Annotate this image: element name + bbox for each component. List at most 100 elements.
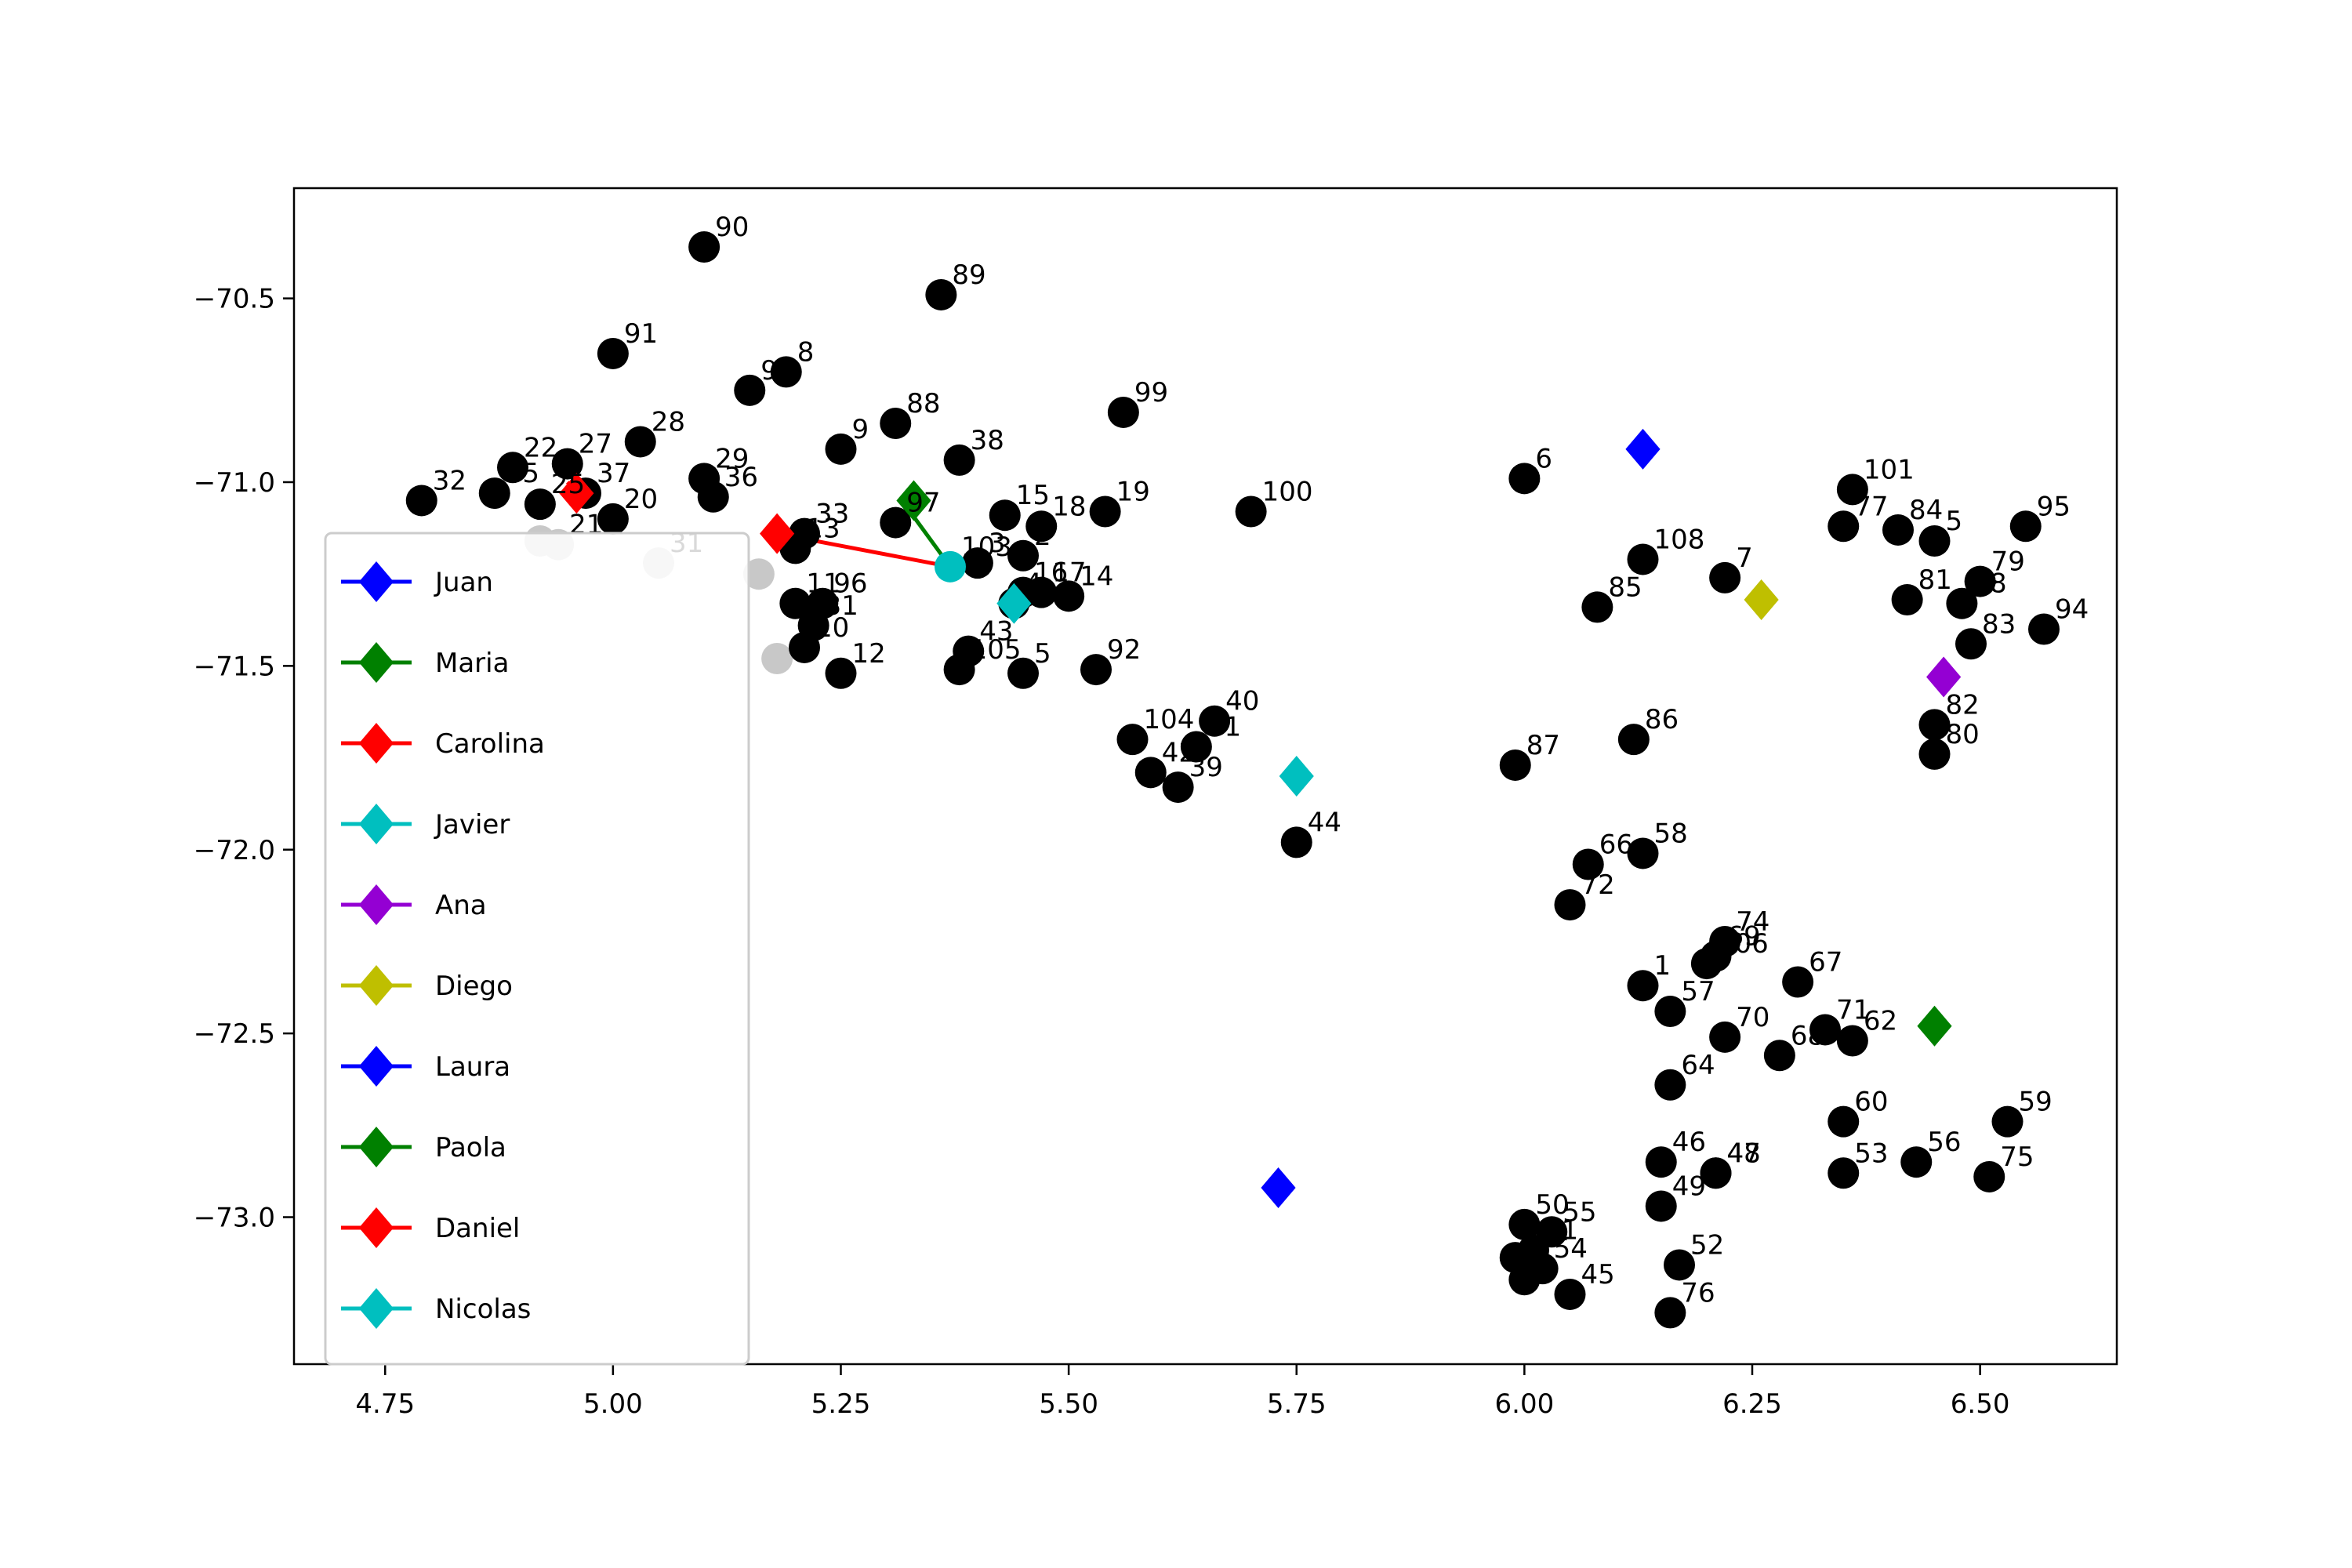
point-label-77: 68 [1791, 1020, 1824, 1051]
point-label-33: 2 [1034, 521, 1051, 552]
point-label-66: 58 [1654, 818, 1688, 849]
point-label-60: 82 [1946, 689, 1980, 720]
point-label-2: 91 [624, 318, 658, 350]
point-73 [1654, 996, 1686, 1027]
point-label-41: 83 [1982, 608, 2016, 640]
legend-marker-javier [358, 804, 394, 844]
point-label-20: 101 [1864, 454, 1915, 485]
point-27 [1089, 495, 1121, 528]
legend-marker-paola [358, 1127, 394, 1167]
y-tick-label-0: −70.5 [194, 284, 275, 315]
point-93 [1508, 1264, 1541, 1296]
y-tick-label-3: −72.0 [194, 835, 275, 866]
point-4 [770, 356, 802, 388]
point-24 [1918, 525, 1951, 557]
point-label-87: 49 [1672, 1171, 1706, 1202]
point-label-91: 54 [1554, 1233, 1588, 1265]
point-13 [697, 481, 729, 513]
y-tick-label-5: −73.0 [194, 1203, 275, 1234]
point-label-80: 59 [2019, 1087, 2053, 1118]
point-label-35: 7 [1736, 543, 1753, 574]
point-label-90: 51 [1544, 1215, 1578, 1247]
point-label-25: 15 [1016, 480, 1050, 511]
point-34 [1627, 543, 1659, 575]
point-96 [1654, 1297, 1686, 1329]
point-label-89: 55 [1563, 1196, 1596, 1228]
point-21 [2009, 510, 2042, 543]
point-10 [551, 448, 583, 480]
point-94 [1664, 1249, 1695, 1281]
legend: Juan Maria Carolina Javier Ana Diego Laura Paol… [324, 532, 750, 1366]
point-44 [1053, 580, 1085, 612]
point-61 [1918, 738, 1951, 770]
y-axis: −70.5 −71.0 −71.5 −72.0 −72.5 −73.0 [194, 284, 294, 1234]
point-label-72: 1 [1654, 950, 1671, 982]
point-label-30: 33 [815, 499, 849, 530]
point-78 [1654, 1069, 1686, 1101]
point-label-8: 28 [652, 406, 685, 437]
point-22 [1828, 510, 1860, 543]
series-marker-laura-0 [1261, 1167, 1296, 1208]
point-58 [1134, 757, 1167, 789]
point-2 [597, 337, 629, 369]
point-35 [1709, 561, 1741, 593]
point-50 [825, 657, 857, 689]
point-86 [1973, 1160, 2005, 1192]
point-label-27: 19 [1116, 477, 1150, 508]
point-19 [1508, 463, 1541, 495]
point-26 [1025, 510, 1058, 543]
legend-label-nicolas: Nicolas [435, 1294, 531, 1325]
point-43 [1025, 576, 1058, 608]
point-0 [688, 231, 720, 263]
point-label-46: 11 [806, 568, 840, 600]
point-label-15: 35 [506, 458, 539, 489]
point-label-10: 27 [579, 429, 612, 460]
x-tick-label-5: 6.00 [1495, 1388, 1555, 1420]
x-tick-label-3: 5.50 [1039, 1388, 1098, 1420]
legend-label-daniel: Daniel [435, 1213, 520, 1244]
legend-marker-laura [358, 1046, 394, 1087]
x-tick-label-4: 5.75 [1267, 1388, 1327, 1420]
point-label-22: 77 [1854, 491, 1888, 522]
point-label-50: 12 [852, 638, 886, 670]
point-label-84: 53 [1854, 1138, 1888, 1169]
y-tick-label-4: −72.5 [194, 1018, 275, 1050]
point-label-65: 66 [1599, 829, 1633, 861]
point-label-88: 50 [1535, 1189, 1569, 1221]
visited-point-2 [761, 643, 793, 674]
legend-label-laura: Laura [435, 1051, 510, 1083]
current-point-label-0: 103 [961, 532, 1012, 563]
point-33 [1007, 539, 1039, 572]
x-tick-label-1: 5.00 [583, 1388, 643, 1420]
point-5 [1107, 396, 1139, 428]
point-label-13: 36 [724, 462, 758, 493]
point-label-49: 10 [815, 612, 849, 644]
point-label-81: 46 [1672, 1127, 1706, 1158]
series-marker-maria-0 [896, 480, 931, 521]
x-tick-label-2: 5.25 [811, 1388, 871, 1420]
visited-point-1 [742, 558, 775, 590]
point-label-63: 87 [1526, 730, 1560, 761]
point-85 [1900, 1146, 1933, 1178]
point-label-34: 108 [1654, 524, 1705, 555]
point-label-45: 96 [833, 568, 867, 600]
point-59 [1162, 771, 1194, 804]
series-marker-nicolas-0 [996, 583, 1032, 624]
point-66 [1627, 837, 1659, 869]
point-label-19: 6 [1535, 443, 1552, 474]
point-label-44: 14 [1080, 561, 1113, 592]
point-56 [1180, 731, 1212, 763]
point-label-21: 95 [2037, 491, 2071, 522]
point-41 [1955, 628, 1987, 660]
point-label-53: 5 [1034, 638, 1051, 670]
point-38 [1946, 587, 1978, 619]
plot-frame [292, 187, 2118, 1366]
point-46 [779, 587, 811, 619]
point-28 [1235, 495, 1267, 528]
point-label-48: 4 [1025, 568, 1042, 600]
point-54 [1080, 654, 1112, 686]
point-label-26: 18 [1052, 491, 1086, 522]
legend-marker-nicolas [358, 1288, 394, 1329]
point-63 [1499, 749, 1531, 781]
point-67 [1554, 889, 1586, 921]
